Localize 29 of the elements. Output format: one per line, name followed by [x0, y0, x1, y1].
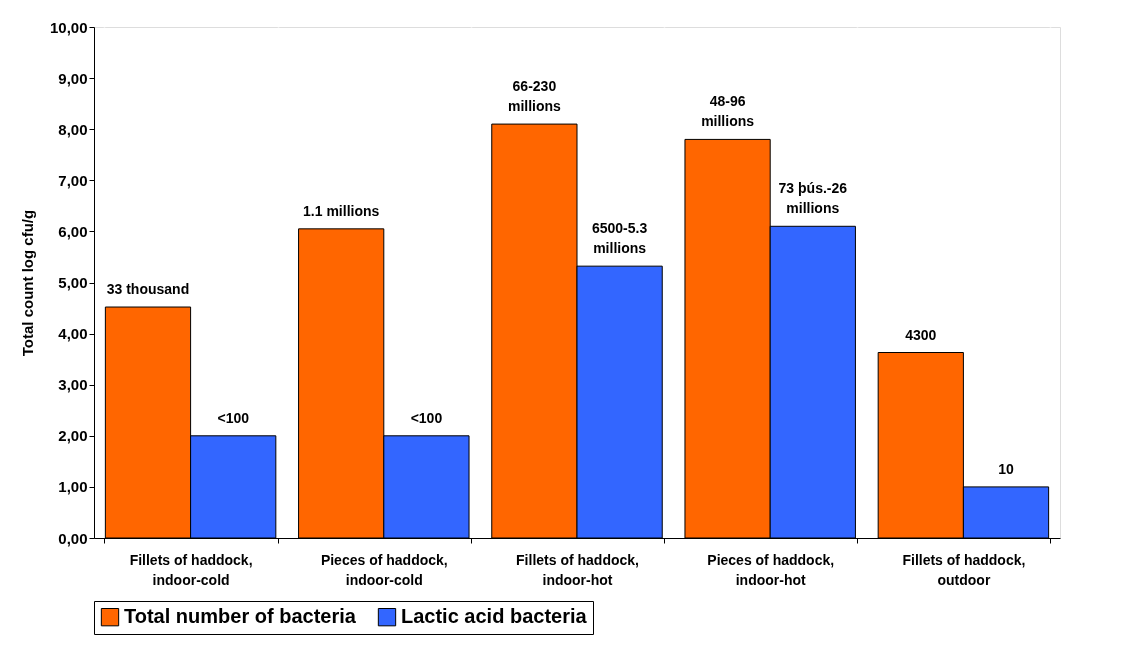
y-tick-label: 7,00: [58, 171, 88, 189]
legend-label: Total number of bacteria: [124, 605, 357, 628]
annotation: <100: [410, 409, 443, 426]
y-tick-label: 3,00: [58, 376, 88, 394]
y-tick-label: 9,00: [58, 69, 88, 87]
x-tick-label: Pieces of haddock, indoor-hot: [707, 551, 835, 588]
y-axis-title: Total count log cfu/g: [18, 209, 36, 357]
annotation: <100: [217, 409, 250, 426]
x-tick-label: Pieces of haddock, indoor-cold: [320, 551, 448, 588]
x-tick-label: Fillets of haddock, indoor-hot: [516, 551, 639, 588]
y-tick-label: 4,00: [58, 325, 88, 343]
y-tick-label: 8,00: [58, 120, 88, 138]
y-tick-label: 10,00: [49, 18, 88, 36]
y-tick-label: 6,00: [58, 222, 88, 240]
y-tick-label: 5,00: [58, 274, 88, 291]
annotation: 48-96 millions: [701, 93, 755, 130]
annotation: 73 þús.-26 millions: [778, 180, 848, 217]
annotation: 66-230 millions: [507, 78, 562, 115]
x-tick-label: Fillets of haddock, outdoor: [902, 551, 1026, 588]
legend-label: Lactic acid bacteria: [401, 605, 588, 628]
annotation: 4300: [905, 326, 937, 343]
x-tick-label: Fillets of haddock, indoor-cold: [129, 551, 253, 588]
annotation: 1.1 millions: [303, 202, 380, 219]
annotation: 10: [998, 460, 1015, 477]
annotation: 33 thousand: [106, 281, 190, 298]
y-tick-label: 2,00: [58, 427, 88, 445]
annotation: 6500-5.3 millions: [591, 220, 648, 257]
y-tick-label: 1,00: [58, 478, 88, 496]
y-tick-label: 0,00: [58, 529, 88, 547]
